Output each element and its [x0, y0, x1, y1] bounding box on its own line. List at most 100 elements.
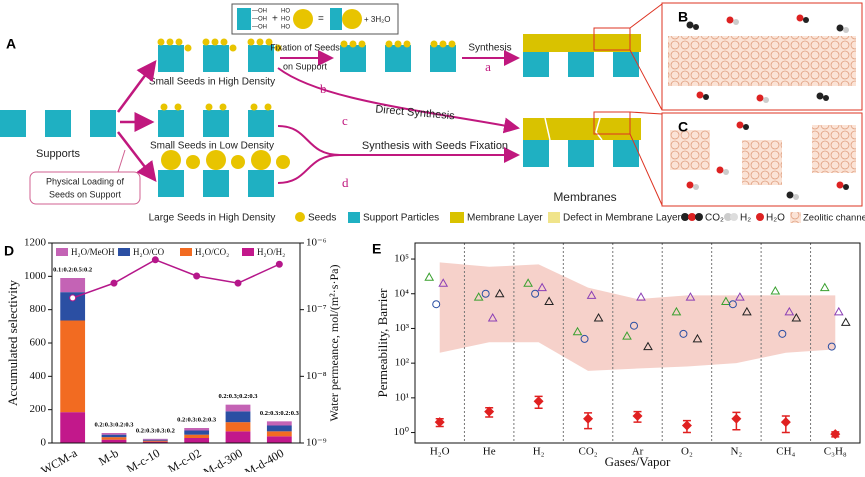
y-tick-label: 200 — [30, 403, 47, 415]
bar-segment — [142, 439, 168, 441]
zoom-box — [593, 111, 631, 135]
panel-label: D — [4, 243, 14, 259]
legend-text: Support Particles — [363, 213, 439, 224]
seed — [274, 44, 282, 52]
seed — [340, 40, 348, 48]
line — [72, 258, 280, 299]
x-axis-label: Gases/Vapor — [605, 454, 671, 469]
support — [613, 50, 639, 77]
molecule — [793, 194, 799, 200]
support — [90, 110, 116, 137]
point — [544, 296, 554, 305]
molecule — [733, 19, 739, 25]
y-tick-label: 1200 — [24, 237, 47, 249]
seed — [211, 38, 219, 46]
bar-segment — [266, 425, 292, 432]
label: Supports — [36, 148, 81, 160]
zeolite — [670, 130, 710, 170]
point — [685, 292, 696, 301]
y-tick-label: 10⁵ — [394, 253, 409, 265]
molecule — [816, 92, 824, 100]
annotation: 0.1:0.2:0.5:0.2 — [53, 266, 92, 273]
legend-icon — [756, 213, 764, 221]
point — [780, 417, 791, 428]
reaction-text: + 3H₂O — [364, 15, 390, 24]
bar-segment — [266, 431, 292, 437]
seed — [166, 38, 174, 46]
legend-text: CO₂ — [705, 213, 724, 224]
y2-tick-label: 10⁻⁶ — [306, 237, 327, 249]
seed — [175, 38, 183, 46]
support — [430, 45, 456, 72]
point — [572, 326, 583, 336]
support — [45, 110, 71, 137]
bar-segment — [266, 436, 292, 443]
point — [833, 306, 844, 316]
point — [583, 413, 594, 424]
molecule — [743, 124, 749, 130]
point — [531, 289, 540, 298]
panel-label: B — [678, 9, 688, 25]
molecules — [686, 14, 849, 200]
legend-text: H₂O/CO₂ — [195, 247, 229, 257]
seed — [160, 103, 168, 111]
reaction-text: HO — [281, 25, 290, 31]
x-tick-label: Ar — [632, 446, 644, 458]
support — [248, 110, 274, 137]
legend-text: Defect in Membrane Layer — [563, 213, 682, 224]
seed — [358, 40, 366, 48]
molecule — [693, 184, 699, 190]
label: Large Seeds in High Density — [149, 213, 276, 224]
bar-segment — [60, 278, 86, 293]
point — [692, 333, 703, 343]
molecule — [763, 97, 769, 103]
seed — [247, 38, 255, 46]
seed — [256, 38, 264, 46]
legend-text: H₂ — [740, 213, 751, 224]
bar-segment — [184, 438, 210, 443]
zoom-line — [629, 3, 663, 206]
point — [593, 312, 604, 322]
bar-segment — [225, 431, 251, 443]
annotation: 0.2:0.3:0.2:0.3 — [260, 410, 300, 417]
support — [0, 110, 26, 137]
support — [523, 140, 549, 167]
molecule — [686, 21, 694, 29]
point — [434, 417, 445, 428]
arrow — [116, 59, 157, 113]
legend-text: H₂O/H₂ — [257, 247, 285, 257]
panel-label: E — [372, 241, 381, 257]
x-tick-label: CO₂ — [578, 446, 597, 458]
zoom-box — [593, 27, 631, 51]
callout-text: Physical Loading of — [46, 176, 125, 186]
seed — [229, 44, 237, 52]
seed — [403, 40, 411, 48]
point — [473, 292, 484, 301]
y-tick-label: 10³ — [395, 322, 410, 334]
molecule — [736, 121, 744, 129]
y2-tick-label: 10⁻⁹ — [306, 437, 327, 449]
support — [158, 110, 184, 137]
point — [643, 341, 653, 351]
x-tick-label: H₂ — [533, 446, 545, 458]
bar-segment — [184, 430, 210, 435]
supports-group — [0, 38, 639, 197]
seed — [342, 9, 362, 29]
point — [827, 342, 836, 351]
point — [721, 296, 731, 305]
support — [203, 110, 229, 137]
legend-swatch — [242, 248, 254, 256]
x-tick-label: O₂ — [681, 446, 693, 458]
molecule — [716, 166, 724, 174]
y-tick-label: 600 — [30, 337, 47, 349]
seed — [206, 150, 226, 170]
bar-segment — [142, 438, 168, 440]
support — [203, 170, 229, 197]
y-tick-label: 800 — [30, 303, 47, 315]
point — [671, 306, 682, 316]
legend-text: H₂O — [766, 213, 785, 224]
seed — [205, 103, 213, 111]
support — [158, 45, 184, 72]
point — [728, 300, 737, 309]
